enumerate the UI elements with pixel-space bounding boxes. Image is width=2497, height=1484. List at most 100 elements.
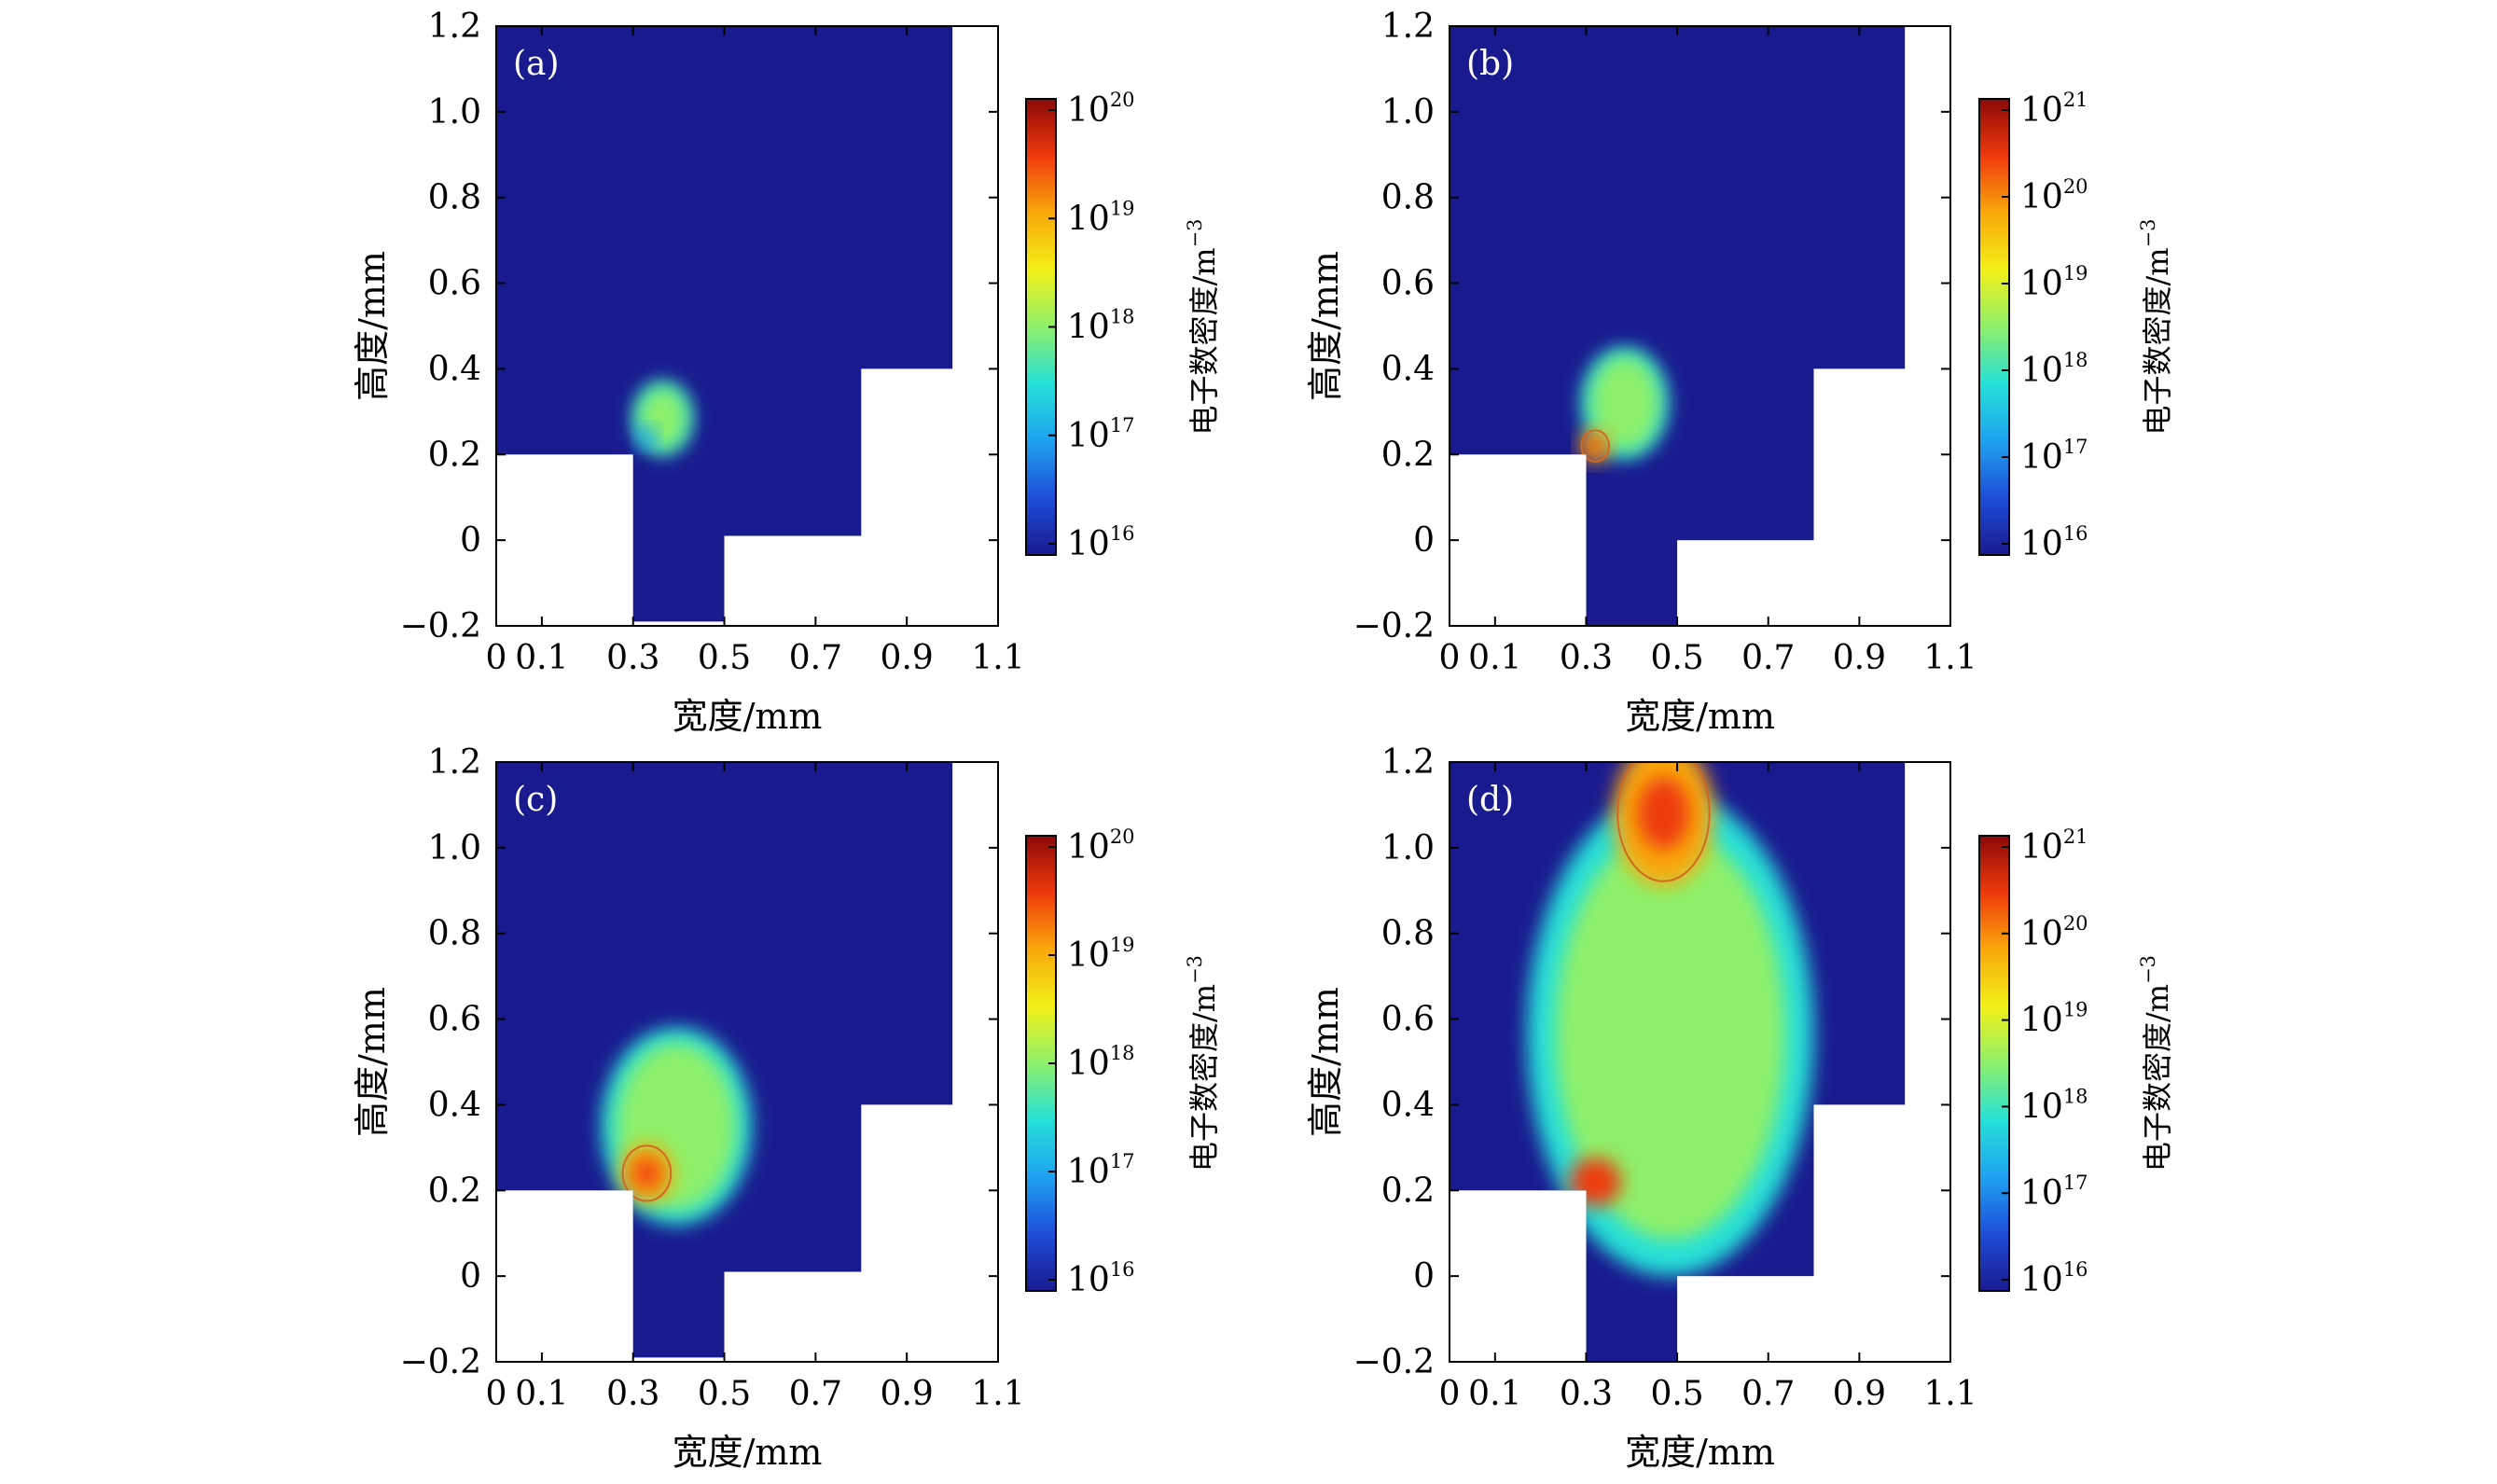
y-tick-label: −0.2 (1353, 607, 1435, 645)
panel-label: (d) (1466, 781, 1514, 819)
colorbar-tick-label: 1019 (1067, 197, 1135, 238)
colorbar-tick-label: 1018 (1067, 306, 1135, 347)
colorbar-tick-label: 1020 (1067, 89, 1135, 130)
y-tick-label: 0 (1413, 521, 1435, 560)
y-tick-label: 0.2 (428, 436, 481, 474)
y-tick-label: 0.6 (428, 265, 481, 303)
axes-frame (1449, 25, 1951, 627)
axes-frame (1449, 761, 1951, 1363)
x-tick-label: 0.1 (515, 1375, 568, 1413)
x-tick-label: 0.9 (1833, 1375, 1886, 1413)
x-tick-label: 1.1 (1923, 639, 1977, 677)
plasma-peak (632, 1158, 660, 1188)
x-tick-label: 1.1 (1923, 1375, 1977, 1413)
y-tick-label: 1.0 (428, 829, 481, 867)
colorbar-tick-label: 1016 (2020, 1258, 2088, 1299)
colorbar-tick-label: 1021 (2020, 89, 2088, 130)
colorbar-tick-label: 1018 (2020, 349, 2088, 390)
panel-b: 0 0.1 0.3 0.5 0.7 0.9 1.11.21.00.80.60.40.20−0… (1305, 7, 2175, 737)
density-contour (621, 1144, 673, 1202)
y-tick-label: 1.2 (428, 7, 481, 46)
density-contour (1580, 429, 1611, 463)
panel-label: (c) (513, 781, 558, 819)
y-tick-label: 1.2 (1381, 743, 1435, 782)
y-tick-label: 0.4 (428, 1086, 481, 1124)
y-tick-label: −0.2 (400, 1343, 481, 1381)
y-tick-label: 1.0 (1381, 829, 1435, 867)
x-tick-label: 0.3 (1560, 1375, 1613, 1413)
panels: 0 0.1 0.3 0.5 0.7 0.9 1.11.21.00.80.60.40.20−0… (352, 7, 2175, 1473)
colorbar-tick-label: 1019 (2020, 999, 2088, 1040)
axes-frame (495, 761, 999, 1363)
y-tick-label: 0.8 (1381, 179, 1435, 217)
colorbar-tick-label: 1019 (1067, 934, 1135, 975)
plasma-density-field (1526, 762, 1814, 1277)
panel-c: 0 0.1 0.3 0.5 0.7 0.9 1.11.21.00.80.60.40.20−0… (352, 743, 1222, 1473)
colorbar-tick-label: 1020 (2020, 912, 2088, 953)
x-tick-label: 0.5 (698, 639, 751, 677)
y-tick-label: 1.2 (428, 743, 481, 782)
x-tick-label: 0.9 (1833, 639, 1886, 677)
simulation-domain (1450, 26, 1906, 626)
colorbar-label: 电子数密度/m−3 (1184, 218, 1222, 435)
y-tick-label: 0 (460, 521, 481, 560)
x-tick-label: 1.1 (971, 1375, 1024, 1413)
y-tick-label: 0.6 (1381, 1001, 1435, 1039)
y-tick-label: 1.0 (428, 93, 481, 132)
plasma-density-field (1579, 347, 1669, 464)
x-axis-label: 宽度/mm (1625, 1432, 1775, 1473)
x-tick-label: 0.7 (789, 1375, 842, 1413)
y-tick-label: 0.2 (1381, 1172, 1435, 1210)
y-tick-label: 0.2 (1381, 436, 1435, 474)
x-tick-label: 0.5 (1650, 639, 1703, 677)
colorbar-tick-label: 1016 (2020, 522, 2088, 563)
x-tick-label: 0 (486, 1375, 507, 1413)
x-tick-label: 0.5 (698, 1375, 751, 1413)
x-axis-label: 宽度/mm (1625, 696, 1775, 737)
density-contour (1616, 762, 1711, 882)
colorbar-tick-label: 1017 (1067, 414, 1135, 455)
y-tick-label: 0.8 (1381, 915, 1435, 953)
y-axis-label: 高度/mm (352, 251, 393, 401)
colorbar-tick-label: 1017 (2020, 436, 2088, 477)
plasma-density-field (632, 381, 693, 455)
colorbar-tick-label: 1017 (2020, 1172, 2088, 1213)
x-tick-label: 0.3 (1560, 639, 1613, 677)
x-tick-label: 0.7 (1741, 639, 1795, 677)
colorbar-tick-label: 1016 (1067, 522, 1135, 563)
plasma-mid-region (1555, 828, 1785, 1241)
y-tick-label: 0.2 (428, 1172, 481, 1210)
plasma-mid-region (1589, 355, 1660, 451)
colorbar-tick-label: 1016 (1067, 1258, 1135, 1299)
plasma-density-field (601, 1027, 752, 1226)
x-tick-label: 0.1 (1468, 1375, 1521, 1413)
colorbar-tick-label: 1018 (1067, 1042, 1135, 1083)
x-tick-label: 0.9 (881, 1375, 934, 1413)
plasma-peak (1587, 437, 1603, 455)
simulation-domain (496, 26, 953, 622)
colorbar-tick-label: 1017 (1067, 1150, 1135, 1191)
plasma-peak (1637, 777, 1690, 851)
colorbar-label: 电子数密度/m−3 (2137, 218, 2175, 435)
y-tick-label: 0.8 (428, 915, 481, 953)
x-tick-label: 0 (1439, 1375, 1461, 1413)
colorbar (1978, 835, 2010, 1292)
colorbar-tick-label: 1018 (2020, 1085, 2088, 1126)
y-tick-label: −0.2 (1353, 1343, 1435, 1381)
panel-label: (b) (1466, 45, 1514, 83)
panel-a: 0 0.1 0.3 0.5 0.7 0.9 1.11.21.00.80.60.40.20−0… (352, 7, 1222, 737)
x-tick-label: 0.1 (1468, 639, 1521, 677)
y-tick-label: 1.2 (1381, 7, 1435, 46)
x-tick-label: 0.3 (606, 639, 659, 677)
y-axis-label: 高度/mm (1305, 987, 1346, 1137)
y-tick-label: −0.2 (400, 607, 481, 645)
colorbar-tick-label: 1019 (2020, 262, 2088, 303)
plasma-secondary-peak (1569, 1158, 1621, 1207)
panel-d: 0 0.1 0.3 0.5 0.7 0.9 1.11.21.00.80.60.40.20−0… (1305, 743, 2175, 1473)
y-axis-label: 高度/mm (352, 987, 393, 1137)
y-tick-label: 0 (460, 1257, 481, 1296)
x-tick-label: 0.5 (1650, 1375, 1703, 1413)
colorbar-label: 电子数密度/m−3 (2137, 955, 2175, 1172)
x-axis-label: 宽度/mm (673, 696, 823, 737)
x-tick-label: 0.7 (789, 639, 842, 677)
